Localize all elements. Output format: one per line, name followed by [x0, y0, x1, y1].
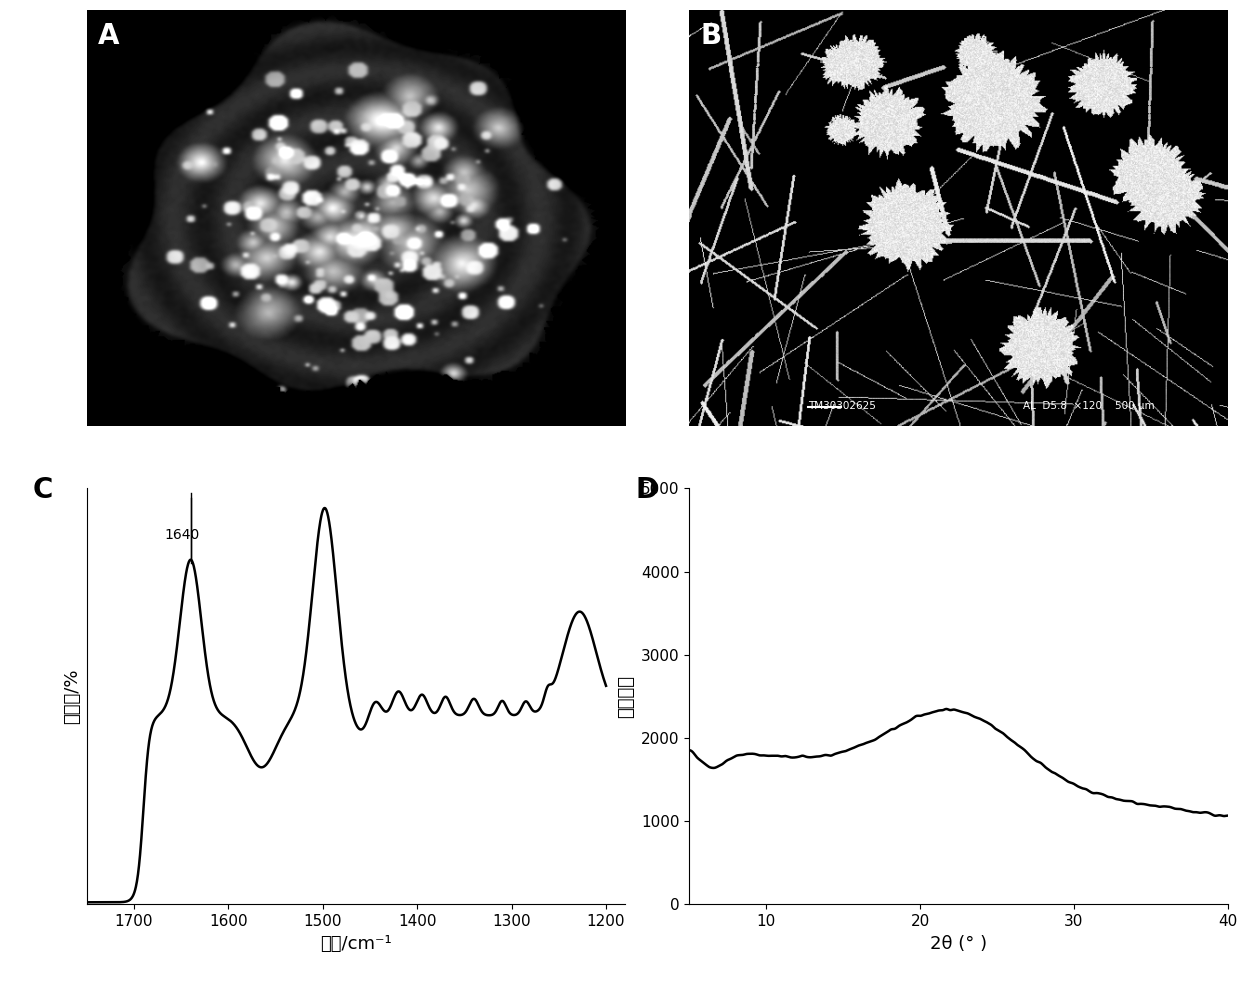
- Text: D: D: [636, 476, 658, 504]
- Text: A: A: [98, 23, 119, 50]
- Text: AL  D5.8  ×120    500 μm: AL D5.8 ×120 500 μm: [1023, 401, 1154, 411]
- Text: 1640: 1640: [165, 529, 200, 543]
- Text: TM30302625: TM30302625: [808, 401, 875, 411]
- Text: C: C: [33, 476, 53, 504]
- Text: B: B: [701, 23, 722, 50]
- Y-axis label: 衡射强度: 衡射强度: [618, 675, 636, 718]
- X-axis label: 2θ (° ): 2θ (° ): [930, 935, 987, 953]
- X-axis label: 波数/cm⁻¹: 波数/cm⁻¹: [320, 935, 392, 953]
- Y-axis label: 透光率/%: 透光率/%: [63, 668, 82, 724]
